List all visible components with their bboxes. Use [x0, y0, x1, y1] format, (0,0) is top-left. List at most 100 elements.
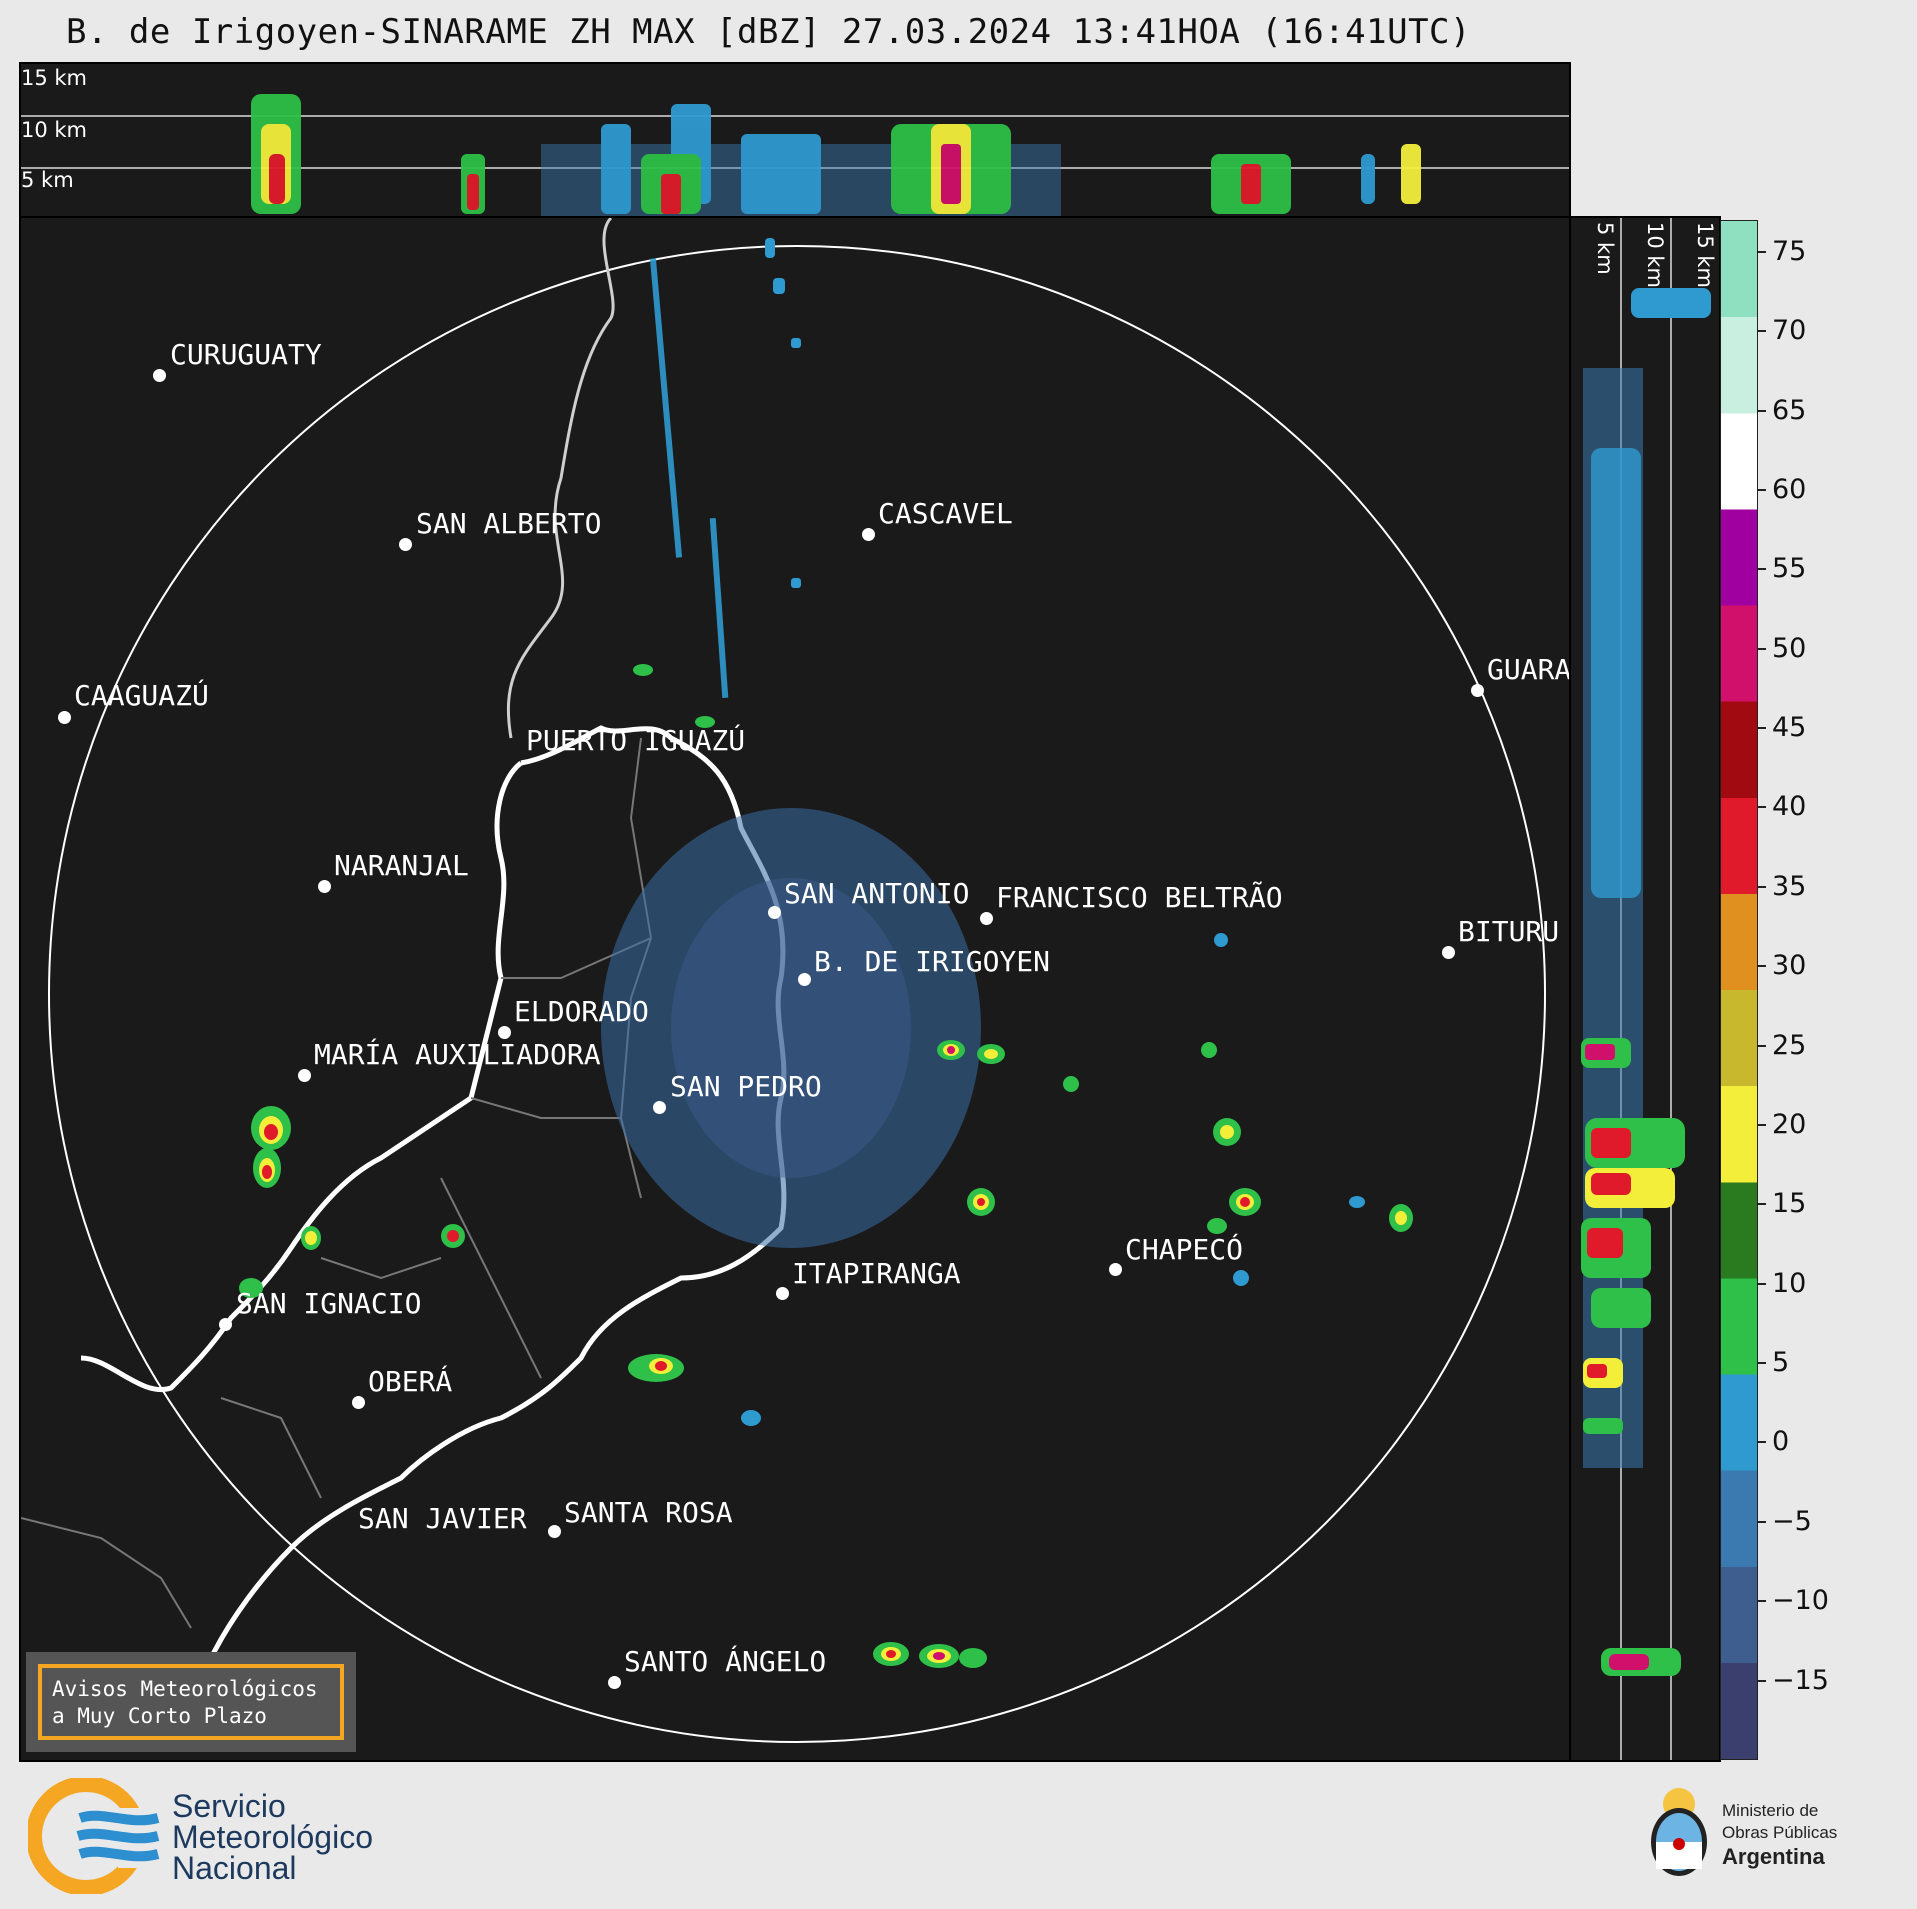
colorbar-tick-label: 35	[1772, 870, 1807, 902]
storm-cells	[239, 664, 1413, 1668]
city-label-curuguaty: CURUGUATY	[170, 338, 322, 371]
colorbar-tick	[1758, 1203, 1766, 1206]
city-label-naranjal: NARANJAL	[334, 849, 469, 882]
ministry-line-2: Obras Públicas	[1722, 1823, 1838, 1842]
ministry-line-1: Ministerio de	[1722, 1801, 1819, 1820]
colorbar-tick	[1758, 250, 1766, 253]
colorbar-tick-label: −5	[1772, 1505, 1812, 1537]
city-label-san-alberto: SAN ALBERTO	[416, 507, 602, 540]
dbz-colorbar	[1720, 220, 1758, 1760]
city-label-chapeco: CHAPECÓ	[1125, 1233, 1244, 1266]
side-echoes	[1581, 288, 1711, 1676]
range-ring	[48, 245, 1546, 1743]
colorbar-tick	[1758, 1679, 1766, 1682]
city-dot	[980, 912, 993, 925]
colorbar-tick	[1758, 568, 1766, 571]
map-graphics	[21, 218, 1546, 1743]
colorbar-tick-label: 70	[1772, 315, 1807, 347]
top-height-profile: 15 km 10 km 5 km	[19, 62, 1571, 218]
colorbar-tick-label: 30	[1772, 950, 1807, 982]
city-label-cascavel: CASCAVEL	[878, 497, 1013, 530]
colorbar-tick	[1758, 330, 1766, 333]
colorbar-tick	[1758, 1044, 1766, 1047]
colorbar-tick	[1758, 1441, 1766, 1444]
side-height-label-5km: 5 km	[1593, 222, 1617, 275]
city-dot	[653, 1101, 666, 1114]
city-dot	[608, 1676, 621, 1689]
warning-line-2: a Muy Corto Plazo	[52, 1704, 267, 1728]
city-dot	[153, 369, 166, 382]
colorbar-tick-label: 60	[1772, 473, 1807, 505]
colorbar-tick-label: 40	[1772, 791, 1807, 823]
colorbar-tick	[1758, 1282, 1766, 1285]
city-label-santo-angelo: SANTO ÁNGELO	[624, 1645, 827, 1678]
city-dot	[776, 1287, 789, 1300]
city-dot	[1442, 946, 1455, 959]
city-dot	[768, 906, 781, 919]
colorbar-tick	[1758, 965, 1766, 968]
colorbar-tick	[1758, 488, 1766, 491]
city-dot	[399, 538, 412, 551]
city-dot	[1471, 684, 1484, 697]
colorbar-tick-label: −10	[1772, 1585, 1829, 1617]
map-title: B. de Irigoyen-SINARAME ZH MAX [dBZ] 27.…	[66, 12, 1471, 52]
city-dot	[219, 1318, 232, 1331]
colorbar-tick	[1758, 1362, 1766, 1365]
city-label-guara: GUARA	[1487, 653, 1569, 686]
side-height-label-15km: 15 km	[1693, 222, 1717, 289]
ground-clutter	[601, 808, 981, 1248]
height-label-5km: 5 km	[21, 168, 74, 192]
city-label-san-pedro: SAN PEDRO	[670, 1070, 822, 1103]
colorbar-tick-label: 25	[1772, 1029, 1807, 1061]
city-dot	[862, 528, 875, 541]
city-dot	[318, 880, 331, 893]
warning-badge: Avisos Meteorológicos a Muy Corto Plazo	[26, 1652, 356, 1752]
city-dot	[352, 1396, 365, 1409]
colorbar-tick-label: 75	[1772, 235, 1807, 267]
smn-name-line-2: Meteorológico	[172, 1819, 373, 1855]
colorbar-tick-label: 50	[1772, 632, 1807, 664]
city-label-francisco-beltrao: FRANCISCO BELTRÃO	[996, 881, 1283, 914]
colorbar-tick	[1758, 1123, 1766, 1126]
colorbar-tick-label: 10	[1772, 1267, 1807, 1299]
city-dot	[798, 973, 811, 986]
city-dot	[498, 1026, 511, 1039]
colorbar-tick-label: 0	[1772, 1426, 1790, 1458]
city-label-obera: OBERÁ	[368, 1365, 453, 1398]
argentina-coat-of-arms	[1644, 1782, 1714, 1882]
city-label-puerto-iguazu: PUERTO IGUAZÚ	[526, 724, 746, 757]
city-label-bituru: BITURU	[1458, 915, 1560, 948]
radar-map	[19, 216, 1571, 1762]
colorbar-tick	[1758, 1600, 1766, 1603]
colorbar-tick	[1758, 409, 1766, 412]
ministry-line-3: Argentina	[1722, 1844, 1825, 1869]
city-dot	[548, 1525, 561, 1538]
side-height-label-10km: 10 km	[1643, 222, 1667, 289]
colorbar-tick	[1758, 727, 1766, 730]
smn-name-line-1: Servicio	[172, 1788, 286, 1824]
colorbar-tick	[1758, 647, 1766, 650]
city-dot	[1109, 1263, 1122, 1276]
city-dot	[58, 711, 71, 724]
city-label-caaguazu: CAAGUAZÚ	[74, 679, 209, 712]
city-label-santa-rosa: SANTA ROSA	[564, 1496, 733, 1529]
city-label-eldorado: ELDORADO	[514, 995, 649, 1028]
colorbar-tick	[1758, 806, 1766, 809]
city-label-san-antonio: SAN ANTONIO	[784, 877, 970, 910]
colorbar-tick	[1758, 885, 1766, 888]
colorbar-tick-label: −15	[1772, 1664, 1829, 1696]
colorbar-tick-label: 20	[1772, 1108, 1807, 1140]
colorbar-tick-label: 65	[1772, 394, 1807, 426]
smn-logo	[26, 1776, 178, 1896]
city-label-san-ignacio: SAN IGNACIO	[236, 1287, 422, 1320]
height-label-15km: 15 km	[21, 66, 88, 90]
warning-line-1: Avisos Meteorológicos	[52, 1677, 318, 1701]
colorbar-tick-label: 5	[1772, 1347, 1790, 1379]
colorbar-tick-label: 55	[1772, 553, 1807, 585]
city-label-maria-auxiliadora: MARÍA AUXILIADORA	[314, 1038, 601, 1071]
smn-name-line-3: Nacional	[172, 1850, 297, 1886]
city-label-itapiranga: ITAPIRANGA	[792, 1257, 961, 1290]
colorbar-tick-label: 45	[1772, 712, 1807, 744]
city-label-san-javier: SAN JAVIER	[358, 1502, 527, 1535]
side-height-profile: 5 km 10 km 15 km	[1569, 216, 1721, 1762]
